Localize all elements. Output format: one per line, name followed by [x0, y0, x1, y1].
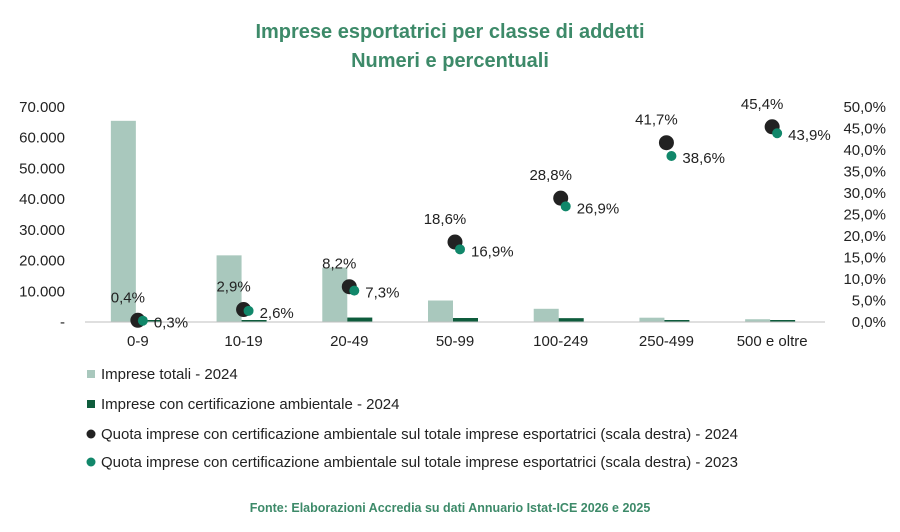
left-axis: - 10.000 20.000 30.000 40.000 50.000 60.000 70.…	[19, 99, 65, 331]
dot-quota-2023	[455, 244, 465, 255]
x-axis-tick-label: 250-499	[639, 333, 694, 350]
dot-quota-2023	[243, 305, 254, 316]
left-axis-tick-label: 50.000	[19, 160, 65, 177]
dot-quota-2023	[349, 285, 360, 296]
source-note: Fonte: Elaborazioni Accredia su dati Ann…	[250, 501, 651, 515]
dot-quota-2024	[658, 135, 674, 151]
legend-label: Quota imprese con certificazione ambient…	[101, 426, 738, 443]
dot-quota-2023	[560, 201, 571, 212]
bar-imprese-totali	[110, 120, 136, 322]
legend-marker	[86, 457, 96, 467]
right-axis-tick-label: 50,0%	[843, 99, 886, 116]
data-label-quota-2024: 41,7%	[635, 112, 678, 129]
bar-imprese-totali	[745, 319, 771, 322]
right-axis-tick-label: 25,0%	[843, 207, 886, 224]
right-axis-tick-label: 35,0%	[843, 164, 886, 181]
bars	[110, 120, 796, 322]
bar-imprese-certificazione	[453, 318, 478, 322]
bar-imprese-certificazione	[135, 320, 161, 322]
bar-imprese-certificazione	[241, 320, 267, 322]
right-axis-tick-label: 40,0%	[843, 142, 886, 159]
legend: Imprese totali - 2024 Imprese con certifi…	[86, 366, 738, 471]
dot-quota-2023	[772, 128, 783, 139]
legend-swatch	[87, 400, 95, 408]
x-axis-tick-label: 500 e oltre	[737, 333, 808, 350]
left-axis-tick-label: 20.000	[19, 253, 65, 270]
bar-imprese-certificazione	[770, 320, 796, 322]
legend-label: Quota imprese con certificazione ambient…	[101, 454, 738, 471]
x-axis-tick-label: 50-99	[436, 333, 474, 350]
right-axis-tick-label: 20,0%	[843, 228, 886, 245]
data-label-quota-2023: 16,9%	[471, 243, 514, 260]
x-axis-tick-label: 10-19	[224, 333, 262, 350]
data-label-quota-2023: 26,9%	[577, 200, 620, 217]
right-axis-tick-label: 45,0%	[843, 121, 886, 138]
data-label-quota-2023: 2,6%	[260, 305, 294, 322]
dot-quota-2023	[666, 151, 677, 162]
bar-imprese-certificazione	[558, 318, 584, 322]
bar-imprese-certificazione	[347, 317, 373, 322]
bar-imprese-totali	[428, 300, 453, 322]
x-axis-tick-label: 20-49	[330, 333, 368, 350]
data-label-quota-2023: 0,3%	[154, 315, 188, 332]
right-axis-tick-label: 0,0%	[852, 314, 886, 331]
data-label-quota-2024: 28,8%	[529, 167, 572, 184]
right-axis: 0,0% 5,0% 10,0% 15,0% 20,0% 25,0% 30,0% 35,0% 40…	[843, 99, 886, 331]
bar-imprese-totali	[322, 267, 348, 322]
data-label-quota-2023: 7,3%	[365, 285, 399, 302]
left-axis-tick-label: 60.000	[19, 130, 65, 147]
legend-label: Imprese con certificazione ambientale - …	[101, 396, 400, 413]
left-axis-tick-label: 40.000	[19, 191, 65, 208]
left-axis-tick-label: 10.000	[19, 283, 65, 300]
right-axis-tick-label: 5,0%	[852, 293, 886, 310]
legend-marker	[86, 429, 96, 439]
right-axis-tick-label: 10,0%	[843, 271, 886, 288]
x-axis-ticks: 0-9 10-19 20-49 50-99 100-249 250-499 500 e ol…	[127, 333, 808, 350]
right-axis-tick-label: 15,0%	[843, 250, 886, 267]
data-label-quota-2024: 18,6%	[424, 211, 467, 228]
data-label-quota-2024: 2,9%	[216, 279, 250, 296]
bar-imprese-certificazione	[664, 320, 690, 322]
legend-label: Imprese totali - 2024	[101, 366, 238, 383]
data-label-quota-2023: 43,9%	[788, 127, 831, 144]
dot-quota-2023	[137, 315, 148, 326]
left-axis-tick-label: -	[60, 314, 65, 331]
chart-subtitle: Numeri e percentuali	[351, 50, 549, 72]
left-axis-tick-label: 70.000	[19, 99, 65, 116]
x-axis-tick-label: 0-9	[127, 333, 149, 350]
chart-title: Imprese esportatrici per classe di addet…	[255, 21, 644, 43]
left-axis-tick-label: 30.000	[19, 222, 65, 239]
bar-imprese-totali	[639, 317, 665, 322]
x-axis-tick-label: 100-249	[533, 333, 588, 350]
data-label-quota-2024: 0,4%	[111, 289, 145, 306]
data-label-quota-2024: 8,2%	[322, 256, 356, 273]
right-axis-tick-label: 30,0%	[843, 185, 886, 202]
data-label-quota-2023: 38,6%	[682, 150, 725, 167]
data-label-quota-2024: 45,4%	[741, 96, 784, 113]
dots: 0,4% 0,3% 2,9% 2,6% 8,2% 7,3% 18,6%16,9% 28,8% 2…	[111, 96, 831, 332]
legend-swatch	[87, 370, 95, 378]
bar-imprese-totali	[533, 308, 559, 322]
